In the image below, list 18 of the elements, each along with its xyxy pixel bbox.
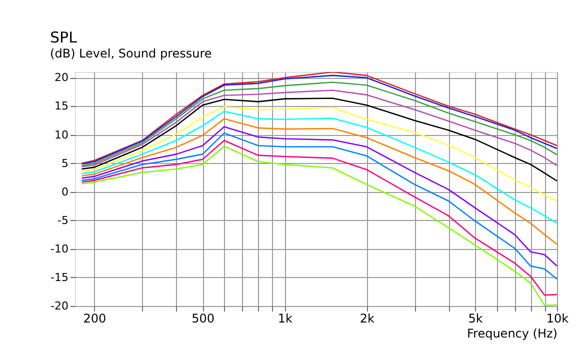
x-tick-label: 10k [546, 312, 569, 326]
y-tick-label: -5 [58, 214, 68, 227]
x-tick-label: 1k [278, 312, 292, 326]
y-tick-label: -20 [50, 300, 68, 312]
y-tick-label: -15 [50, 270, 68, 284]
y-tick-label: -10 [50, 242, 68, 256]
x-tick-label: 5k [468, 312, 483, 326]
y-tick-label: 15 [54, 100, 68, 113]
x-tick-label: 2k [360, 312, 374, 326]
x-tick-label: 500 [192, 312, 215, 326]
chart-subtitle: (dB) Level, Sound pressure [50, 46, 212, 61]
chart-title: SPL [50, 28, 78, 47]
y-tick-label: 20 [54, 71, 68, 84]
y-tick-label: 10 [54, 128, 68, 142]
x-tick-label: 200 [83, 312, 106, 326]
x-axis-title: Frequency (Hz) [467, 326, 558, 340]
y-tick-label: 5 [62, 156, 68, 170]
y-tick-label: 0 [62, 185, 68, 198]
